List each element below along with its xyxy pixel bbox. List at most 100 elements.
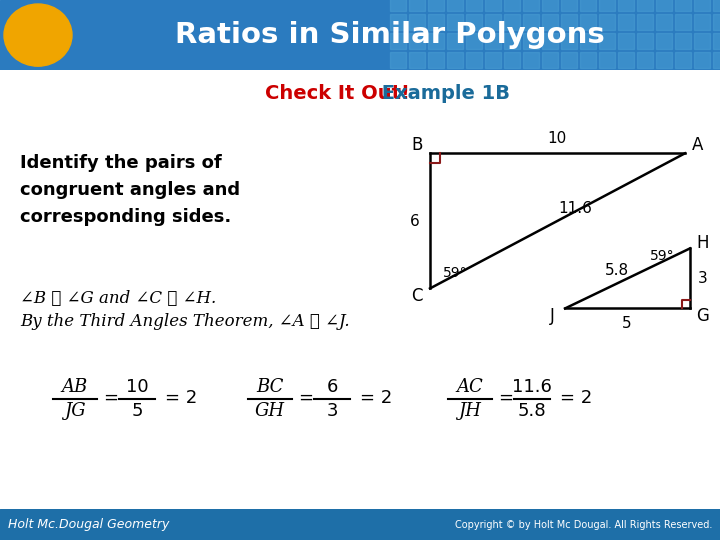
Text: = 2: = 2 [560,389,593,407]
Text: 5: 5 [131,402,143,420]
Text: AC: AC [456,377,483,395]
Bar [485,14,501,30]
Bar [637,0,653,11]
Bar [428,52,444,68]
Text: J: J [549,307,554,326]
Bar [561,14,577,30]
Text: 3: 3 [326,402,338,420]
Bar [542,52,558,68]
Bar [542,14,558,30]
Bar [599,14,615,30]
Bar [447,0,463,11]
Bar [504,14,520,30]
Ellipse shape [4,4,72,66]
Bar [675,14,691,30]
Bar [637,33,653,49]
Bar [504,33,520,49]
Bar [694,52,710,68]
Bar [656,33,672,49]
Bar [637,14,653,30]
Text: C: C [411,287,423,306]
Bar [485,33,501,49]
Text: 11.6: 11.6 [558,201,592,216]
Text: Holt Mc.Dougal Geometry: Holt Mc.Dougal Geometry [8,518,169,531]
Text: 5.8: 5.8 [518,402,546,420]
Bar [713,14,720,30]
Bar [713,33,720,49]
Bar [675,52,691,68]
Text: 6: 6 [410,214,420,229]
Bar [580,33,596,49]
Text: 10: 10 [126,377,148,395]
Bar [390,14,406,30]
Bar [428,33,444,49]
Bar [675,0,691,11]
Bar [713,0,720,11]
Bar [409,0,425,11]
Bar [523,33,539,49]
Bar [466,33,482,49]
Bar [561,33,577,49]
Bar [580,0,596,11]
Text: GH: GH [255,402,285,420]
Text: 10: 10 [547,131,567,146]
Text: =: = [498,389,513,407]
Bar [580,52,596,68]
Bar [675,33,691,49]
Text: JG: JG [64,402,86,420]
Text: 11.6: 11.6 [512,377,552,395]
Text: A: A [693,136,703,154]
Text: = 2: = 2 [360,389,392,407]
Bar [390,33,406,49]
Bar [409,52,425,68]
Bar [390,0,406,11]
Text: 5.8: 5.8 [605,263,629,278]
Text: JH: JH [459,402,482,420]
Bar [485,0,501,11]
Text: 5: 5 [622,316,632,331]
Bar [656,52,672,68]
Text: B: B [411,136,423,154]
Text: = 2: = 2 [165,389,197,407]
Bar [409,14,425,30]
Text: =: = [104,389,119,407]
Bar [542,0,558,11]
Text: corresponding sides.: corresponding sides. [20,208,231,226]
Bar [542,33,558,49]
Bar [561,52,577,68]
Bar [447,33,463,49]
Bar [637,52,653,68]
Text: congruent angles and: congruent angles and [20,181,240,199]
Bar [466,52,482,68]
Text: 59°: 59° [443,266,467,280]
Bar [523,14,539,30]
Bar [599,0,615,11]
Bar [504,0,520,11]
Bar [523,52,539,68]
Bar [580,14,596,30]
Text: =: = [299,389,313,407]
Bar [599,33,615,49]
Text: Example 1B: Example 1B [375,84,510,103]
Text: AB: AB [62,377,88,395]
Text: 3: 3 [698,271,708,286]
Bar [694,14,710,30]
Bar [428,14,444,30]
Bar [504,52,520,68]
Bar [599,52,615,68]
Bar [694,0,710,11]
Bar [618,0,634,11]
Text: 59°: 59° [649,249,675,264]
Text: BC: BC [256,377,284,395]
Bar [447,52,463,68]
Text: Identify the pairs of: Identify the pairs of [20,154,222,172]
Bar [656,0,672,11]
Bar [390,52,406,68]
Bar [694,33,710,49]
Text: G: G [696,307,709,326]
Text: 6: 6 [326,377,338,395]
Text: Copyright © by Holt Mc Dougal. All Rights Reserved.: Copyright © by Holt Mc Dougal. All Right… [454,520,712,530]
Text: ∠B ≅ ∠G and ∠C ≅ ∠H.: ∠B ≅ ∠G and ∠C ≅ ∠H. [20,290,216,307]
Bar [428,0,444,11]
Bar [523,0,539,11]
